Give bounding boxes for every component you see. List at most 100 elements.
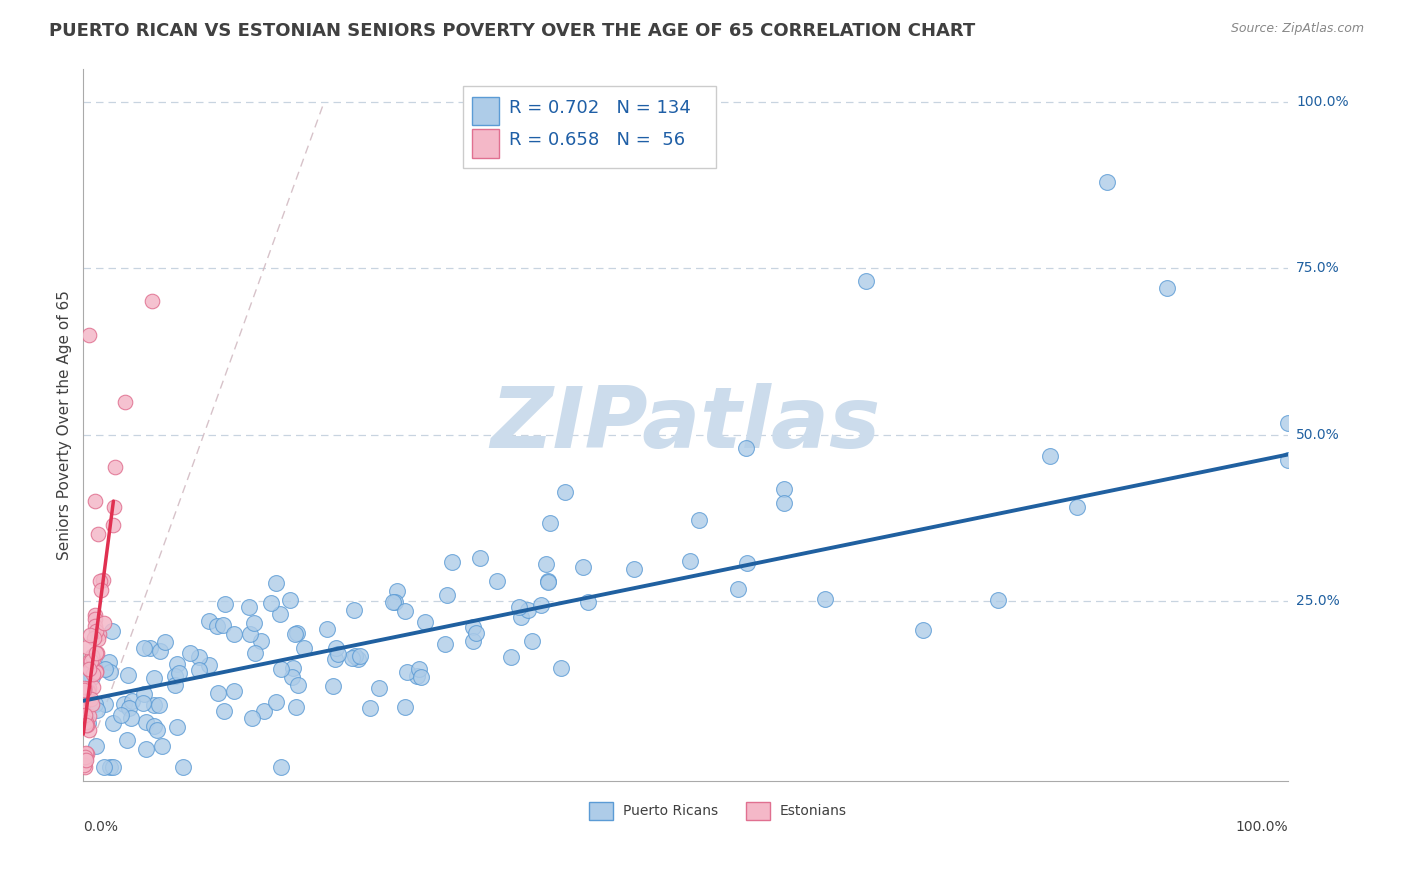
Point — [104, 459, 127, 474]
Point — [165, 678, 187, 692]
Point — [118, 701, 141, 715]
Point — [166, 657, 188, 671]
Point — [382, 595, 405, 609]
Point — [73, 688, 96, 702]
Bar — [589, 802, 613, 820]
Point — [75, 693, 97, 707]
Point — [83, 632, 105, 646]
Bar — [472, 97, 499, 126]
Point — [142, 671, 165, 685]
Point — [1039, 450, 1062, 464]
Point — [325, 641, 347, 656]
Point — [1277, 453, 1299, 467]
Point — [101, 518, 124, 533]
Point — [87, 632, 110, 647]
Point — [814, 592, 837, 607]
Point — [80, 698, 103, 712]
Point — [413, 615, 436, 629]
Point — [110, 708, 132, 723]
Text: 25.0%: 25.0% — [1296, 594, 1340, 608]
Point — [83, 612, 105, 626]
Point — [79, 628, 101, 642]
Point — [470, 551, 492, 566]
Point — [138, 640, 160, 655]
Point — [987, 593, 1010, 607]
Point — [76, 715, 98, 730]
Point — [287, 626, 309, 640]
Point — [114, 698, 136, 712]
Point — [172, 760, 194, 774]
Point — [84, 494, 107, 508]
Point — [76, 717, 98, 731]
Point — [222, 683, 245, 698]
Point — [75, 746, 97, 760]
Point — [148, 698, 170, 712]
Point — [287, 678, 309, 692]
Point — [322, 680, 344, 694]
Point — [179, 646, 201, 660]
Point — [73, 750, 96, 764]
Point — [77, 662, 100, 676]
Point — [243, 615, 266, 630]
Point — [72, 709, 94, 723]
Point — [101, 716, 124, 731]
Point — [75, 754, 97, 768]
Point — [292, 641, 315, 656]
Point — [82, 680, 104, 694]
Point — [205, 619, 228, 633]
Point — [855, 275, 877, 289]
Point — [538, 516, 561, 531]
Point — [340, 651, 363, 665]
Point — [1277, 416, 1299, 430]
Point — [264, 695, 287, 709]
Point — [464, 626, 486, 640]
Point — [499, 649, 522, 664]
Point — [735, 557, 758, 571]
Text: Source: ZipAtlas.com: Source: ZipAtlas.com — [1230, 22, 1364, 36]
Point — [166, 720, 188, 734]
Point — [72, 694, 94, 708]
Point — [79, 723, 101, 737]
Point — [84, 739, 107, 753]
Point — [153, 635, 176, 649]
Bar — [745, 802, 770, 820]
Point — [207, 686, 229, 700]
Text: 100.0%: 100.0% — [1296, 95, 1348, 109]
Point — [79, 664, 101, 678]
Point — [75, 667, 97, 681]
Point — [486, 574, 509, 589]
Point — [82, 652, 104, 666]
Point — [441, 555, 464, 569]
Point — [315, 622, 337, 636]
Point — [98, 760, 121, 774]
Point — [80, 670, 103, 684]
Point — [249, 634, 271, 648]
Point — [679, 554, 702, 568]
Point — [461, 620, 484, 634]
Point — [270, 662, 292, 676]
Point — [76, 747, 98, 762]
Point — [117, 732, 139, 747]
Point — [772, 496, 794, 510]
Point — [188, 663, 211, 677]
Point — [238, 599, 260, 614]
Point — [83, 698, 105, 712]
Point — [385, 583, 408, 598]
Point — [73, 681, 96, 695]
Point — [408, 661, 430, 675]
Point — [283, 627, 305, 641]
Y-axis label: Seniors Poverty Over the Age of 65: Seniors Poverty Over the Age of 65 — [58, 290, 72, 559]
Point — [517, 603, 540, 617]
Point — [530, 598, 553, 612]
Text: R = 0.658   N =  56: R = 0.658 N = 56 — [509, 131, 685, 149]
Point — [461, 634, 484, 648]
Text: R = 0.702   N = 134: R = 0.702 N = 134 — [509, 99, 690, 117]
Point — [79, 327, 101, 342]
Point — [101, 624, 124, 639]
Point — [239, 626, 262, 640]
Point — [93, 760, 115, 774]
Point — [82, 666, 104, 681]
Point — [76, 681, 98, 696]
Point — [536, 574, 558, 589]
Point — [90, 583, 112, 598]
